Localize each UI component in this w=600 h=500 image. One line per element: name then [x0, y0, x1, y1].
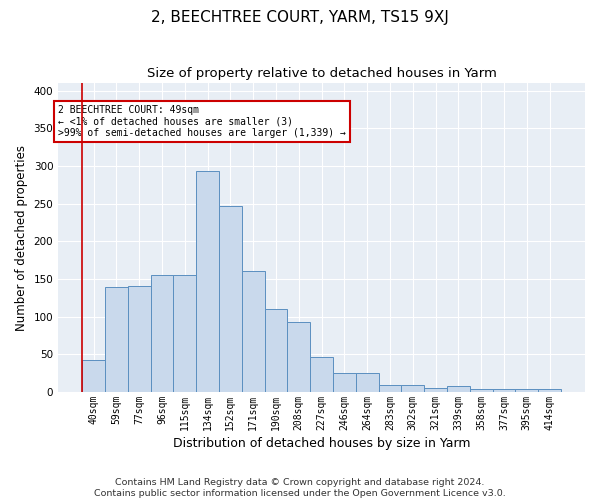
Bar: [219, 206, 242, 392]
Bar: [424, 388, 447, 392]
Bar: [310, 356, 333, 392]
Bar: [82, 360, 105, 392]
Text: Contains HM Land Registry data © Crown copyright and database right 2024.
Contai: Contains HM Land Registry data © Crown c…: [94, 478, 506, 498]
Bar: [287, 322, 310, 392]
X-axis label: Distribution of detached houses by size in Yarm: Distribution of detached houses by size …: [173, 437, 470, 450]
Y-axis label: Number of detached properties: Number of detached properties: [15, 144, 28, 330]
Bar: [538, 389, 561, 392]
Bar: [401, 385, 424, 392]
Bar: [173, 275, 196, 392]
Bar: [128, 286, 151, 392]
Bar: [196, 171, 219, 392]
Bar: [379, 385, 401, 392]
Bar: [105, 286, 128, 392]
Bar: [151, 275, 173, 392]
Bar: [447, 386, 470, 392]
Bar: [515, 389, 538, 392]
Text: 2 BEECHTREE COURT: 49sqm
← <1% of detached houses are smaller (3)
>99% of semi-d: 2 BEECHTREE COURT: 49sqm ← <1% of detach…: [58, 104, 346, 138]
Title: Size of property relative to detached houses in Yarm: Size of property relative to detached ho…: [146, 68, 497, 80]
Bar: [470, 389, 493, 392]
Text: 2, BEECHTREE COURT, YARM, TS15 9XJ: 2, BEECHTREE COURT, YARM, TS15 9XJ: [151, 10, 449, 25]
Bar: [493, 389, 515, 392]
Bar: [333, 373, 356, 392]
Bar: [265, 309, 287, 392]
Bar: [356, 373, 379, 392]
Bar: [242, 270, 265, 392]
